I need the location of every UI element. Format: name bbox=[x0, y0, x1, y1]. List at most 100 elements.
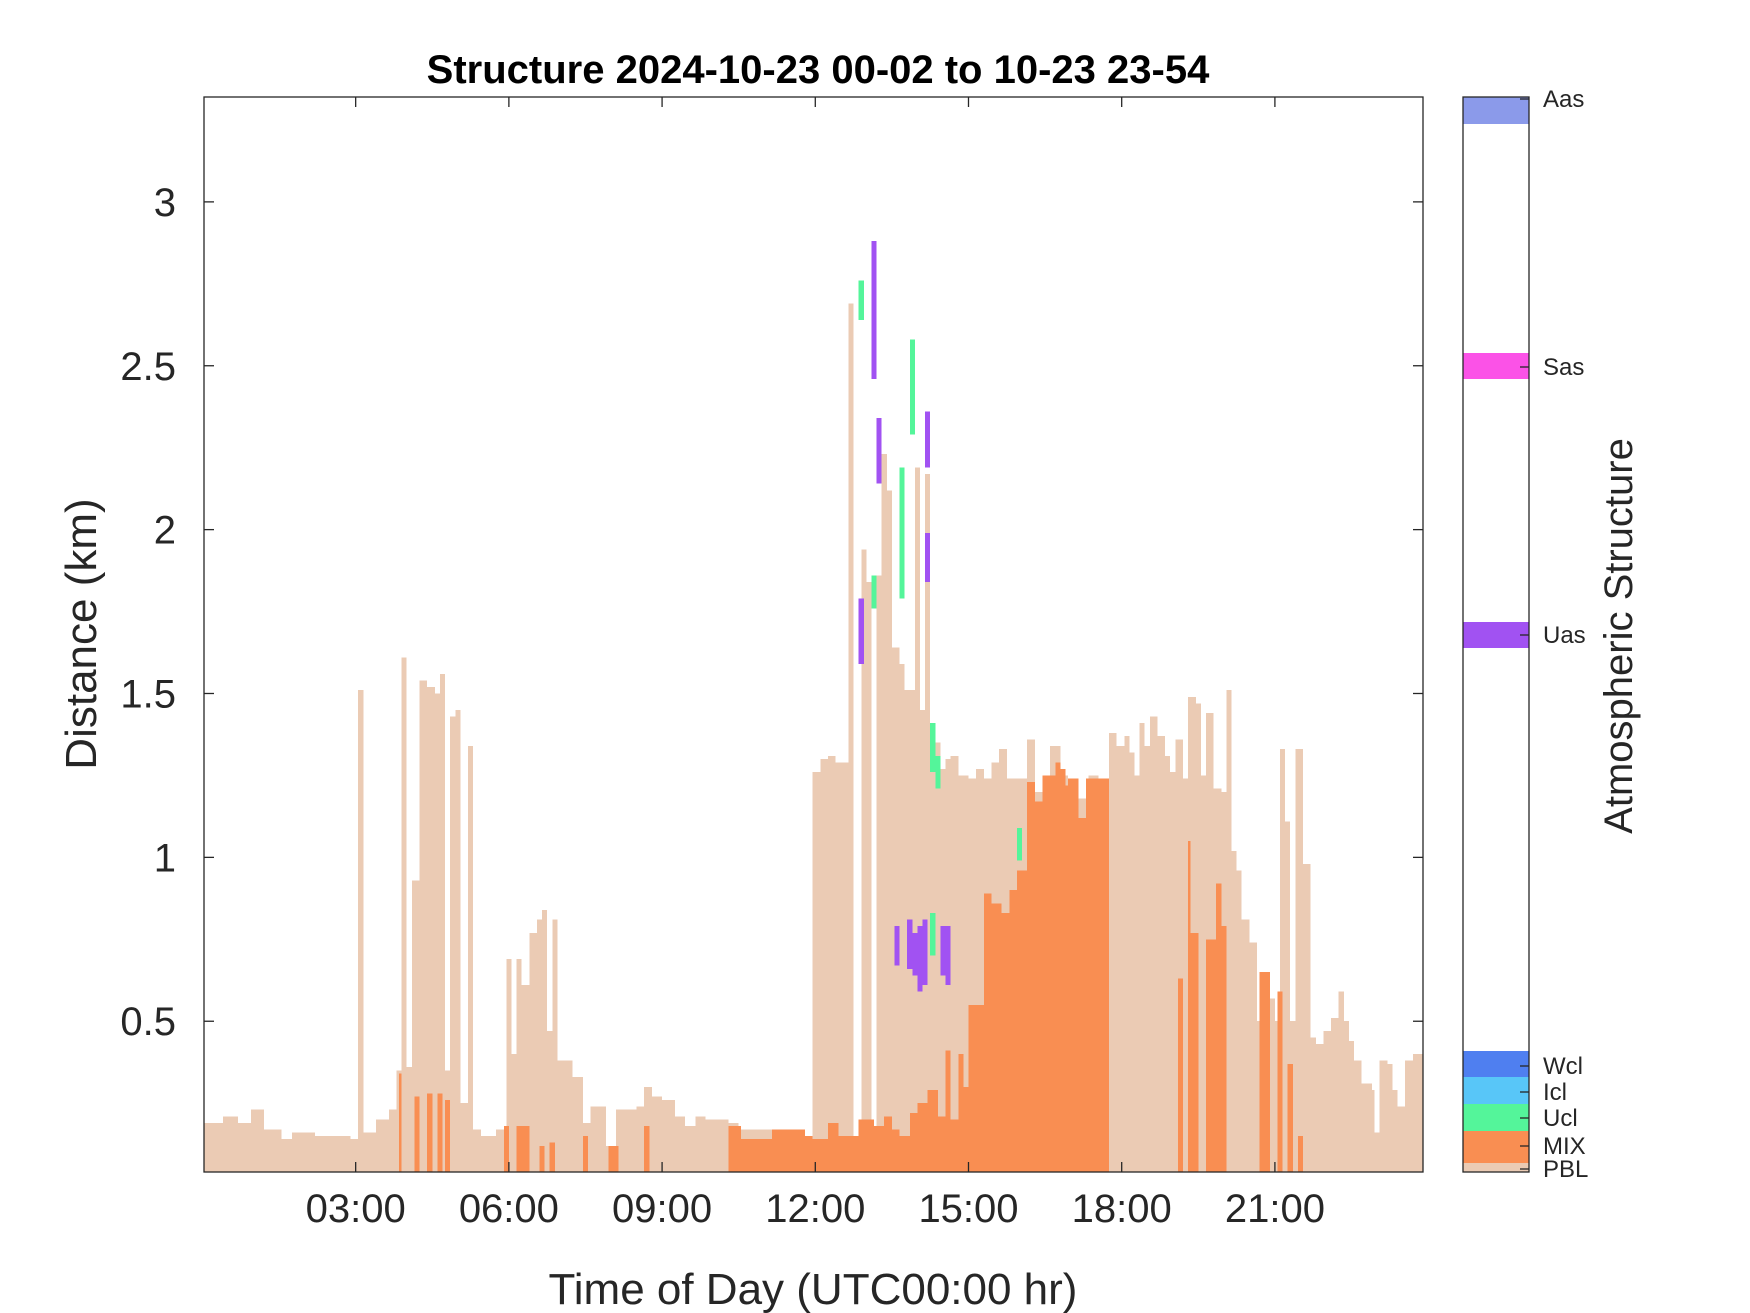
pbl-bar bbox=[1343, 1021, 1349, 1172]
pbl-bar bbox=[636, 1106, 645, 1172]
x-tick-label: 09:00 bbox=[612, 1187, 712, 1231]
mix-bar bbox=[1177, 978, 1183, 1172]
colorbar-swatch-icl bbox=[1463, 1077, 1529, 1104]
pbl-bar bbox=[1108, 732, 1117, 1172]
mix-bar bbox=[958, 1054, 964, 1172]
pbl-bar bbox=[376, 1119, 389, 1172]
mix-bar bbox=[1078, 818, 1086, 1172]
mix-bar bbox=[1060, 768, 1066, 1173]
pbl-bar bbox=[976, 768, 984, 1173]
ucl-layer bbox=[1017, 827, 1023, 861]
pbl-bar bbox=[899, 664, 905, 1172]
mix-bar bbox=[1009, 890, 1018, 1172]
mix-bar bbox=[874, 1126, 885, 1172]
pbl-bar bbox=[358, 690, 364, 1172]
pbl-bar bbox=[1149, 716, 1158, 1172]
x-tick-label: 06:00 bbox=[459, 1187, 559, 1231]
pbl-bar bbox=[1195, 703, 1201, 1172]
mix-bar bbox=[608, 1145, 619, 1172]
ucl-layer bbox=[909, 339, 915, 435]
mix-bar bbox=[549, 1142, 555, 1172]
colorbar-swatch-ucl bbox=[1463, 1104, 1529, 1131]
pbl-bar bbox=[1371, 1090, 1375, 1172]
mix-bar bbox=[937, 1116, 946, 1172]
pbl-bar bbox=[1124, 736, 1130, 1172]
pbl-bar bbox=[1226, 690, 1232, 1172]
mix-bar bbox=[909, 1113, 918, 1172]
mix-bar bbox=[445, 1099, 451, 1172]
colorbar-swatch-aas bbox=[1463, 97, 1529, 124]
colorbar-frame bbox=[1462, 96, 1530, 1173]
pbl-bar bbox=[291, 1132, 303, 1172]
pbl-bar bbox=[1338, 991, 1344, 1172]
pbl-bar bbox=[572, 1076, 583, 1172]
pbl-bar bbox=[685, 1126, 696, 1172]
pbl-bar bbox=[547, 1031, 553, 1172]
mix-bar bbox=[950, 1119, 959, 1172]
pbl-bar bbox=[1280, 749, 1286, 1172]
pbl-bar bbox=[1354, 1060, 1362, 1172]
pbl-bar bbox=[434, 693, 440, 1172]
uas-layer bbox=[945, 926, 951, 986]
pbl-bar bbox=[388, 1109, 397, 1172]
axes: 03:00 06:00 09:00 12:00 15:00 18:00 21:00 0.5 1 1… bbox=[120, 97, 1423, 1231]
pbl-bar bbox=[1236, 870, 1242, 1172]
pbl-bar bbox=[450, 716, 456, 1172]
mix-bar bbox=[991, 903, 1002, 1172]
colorbar-label-wcl: Wcl bbox=[1543, 1053, 1583, 1080]
x-axis-label: Time of Day (UTC00:00 hr) bbox=[549, 1265, 1078, 1313]
pbl-bar bbox=[1116, 745, 1125, 1172]
x-tick-label: 03:00 bbox=[306, 1187, 406, 1231]
colorbar-label-uas: Uas bbox=[1543, 622, 1586, 649]
pbl-bar bbox=[925, 473, 931, 1172]
y-tick-label: 2.5 bbox=[120, 345, 176, 389]
pbl-bar bbox=[1405, 1060, 1413, 1172]
ucl-layer bbox=[858, 280, 864, 320]
colorbar-label-pbl: PBL bbox=[1543, 1156, 1588, 1183]
pbl-bar bbox=[835, 762, 849, 1172]
pbl-bar bbox=[1267, 998, 1275, 1172]
colorbar-label-sas: Sas bbox=[1543, 354, 1584, 381]
mix-bar bbox=[771, 1129, 806, 1172]
mix-bar bbox=[644, 1126, 650, 1172]
y-tick-label: 1.5 bbox=[120, 672, 176, 716]
pbl-bar bbox=[1387, 1063, 1393, 1172]
pbl-bar bbox=[1157, 736, 1166, 1172]
mix-bar bbox=[805, 1135, 813, 1172]
colorbar-swatch-wcl bbox=[1463, 1051, 1529, 1077]
pbl-bar bbox=[590, 1106, 606, 1172]
plot-area bbox=[204, 241, 1423, 1173]
pbl-bar bbox=[891, 647, 900, 1172]
mix-bar bbox=[1055, 762, 1061, 1172]
pbl-bar bbox=[828, 755, 836, 1172]
pbl-bar bbox=[557, 1060, 573, 1172]
pbl-bar bbox=[1379, 1060, 1388, 1172]
pbl-bar bbox=[876, 575, 882, 1172]
uas-layer bbox=[894, 926, 900, 966]
colorbar-label-aas: Aas bbox=[1543, 86, 1584, 113]
pbl-bar bbox=[616, 1109, 637, 1172]
pbl-bar bbox=[506, 958, 512, 1172]
pbl-bar bbox=[516, 958, 522, 1172]
pbl-bar bbox=[674, 1116, 686, 1172]
y-tick-label: 2 bbox=[154, 509, 176, 553]
pbl-bar bbox=[1139, 722, 1145, 1172]
mix-bar bbox=[1259, 972, 1270, 1172]
mix-bar bbox=[1221, 926, 1227, 1172]
pbl-bar bbox=[1302, 863, 1311, 1172]
mix-bar bbox=[828, 1122, 839, 1172]
colorbar-swatch-pbl bbox=[1463, 1163, 1529, 1172]
ucl-layer bbox=[930, 722, 936, 773]
pbl-bar bbox=[812, 772, 821, 1172]
mix-bar bbox=[399, 1073, 402, 1172]
pbl-bar bbox=[204, 1122, 223, 1172]
pbl-bar bbox=[848, 303, 854, 1173]
pbl-bar bbox=[950, 755, 959, 1172]
pbl-bar bbox=[1285, 821, 1291, 1172]
colorbar-label-mix: MIX bbox=[1543, 1133, 1586, 1160]
uas-layer bbox=[922, 919, 928, 986]
pbl-bar bbox=[521, 985, 530, 1172]
mix-bar bbox=[1042, 775, 1056, 1172]
